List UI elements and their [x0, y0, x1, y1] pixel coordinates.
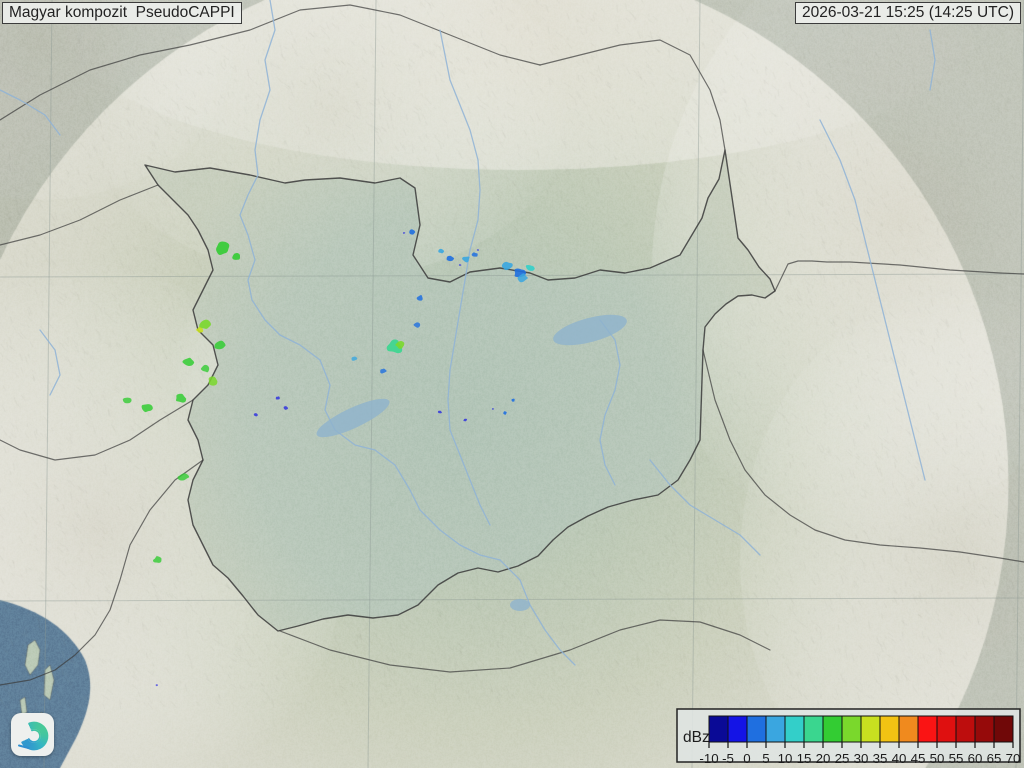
svg-text:-10: -10 — [699, 751, 718, 766]
svg-text:70: 70 — [1006, 751, 1021, 766]
svg-text:50: 50 — [930, 751, 945, 766]
svg-text:60: 60 — [968, 751, 983, 766]
svg-text:15: 15 — [797, 751, 812, 766]
svg-text:10: 10 — [778, 751, 793, 766]
svg-text:25: 25 — [835, 751, 850, 766]
svg-text:65: 65 — [987, 751, 1002, 766]
svg-text:dBz: dBz — [683, 729, 710, 746]
svg-text:45: 45 — [911, 751, 926, 766]
svg-text:5: 5 — [762, 751, 769, 766]
svg-text:35: 35 — [873, 751, 888, 766]
svg-text:40: 40 — [892, 751, 907, 766]
svg-text:0: 0 — [743, 751, 750, 766]
svg-text:55: 55 — [949, 751, 964, 766]
svg-text:-5: -5 — [722, 751, 734, 766]
svg-text:30: 30 — [854, 751, 869, 766]
svg-text:20: 20 — [816, 751, 831, 766]
